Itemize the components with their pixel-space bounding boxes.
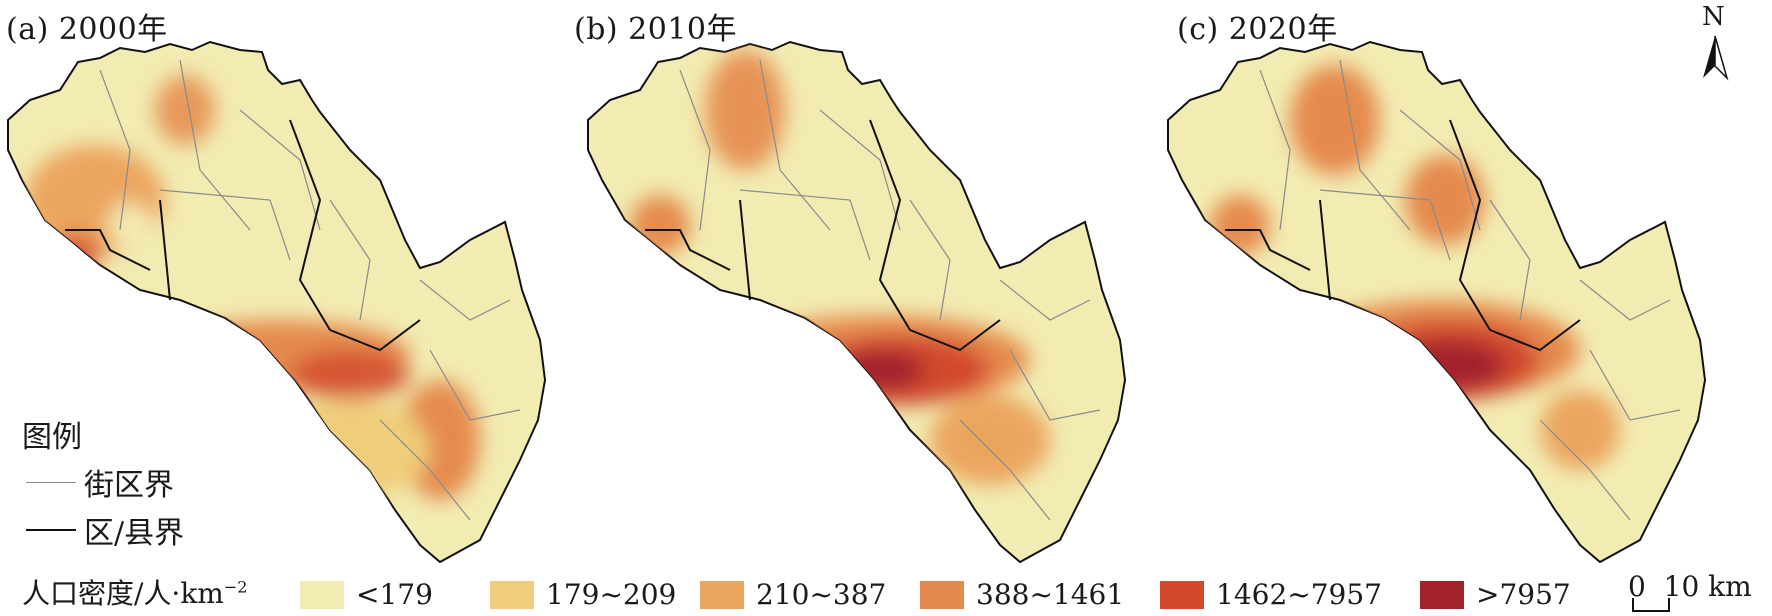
map-panel-2020 — [1167, 41, 1706, 563]
county-boundary-line-icon — [26, 529, 76, 531]
density-class-6: >7957 — [1420, 578, 1571, 611]
density-swatch-3 — [700, 580, 744, 609]
scale-label: 0 10 km — [1628, 570, 1752, 603]
legend-title: 图例 — [22, 420, 82, 455]
legend-county-boundary: 区/县界 — [26, 508, 184, 552]
density-swatch-5 — [1160, 580, 1204, 609]
legend-street-boundary: 街区界 — [26, 460, 174, 504]
density-class-3: 210~387 — [700, 578, 886, 611]
panel-label-2000: (a) 2000年 — [6, 12, 168, 47]
density-class-2: 179~209 — [490, 578, 676, 611]
panel-label-2020: (c) 2020年 — [1177, 12, 1338, 47]
density-unit-superscript: −2 — [223, 577, 248, 597]
density-class-1: <179 — [300, 578, 433, 611]
legend-street-boundary-label: 街区界 — [84, 468, 174, 503]
density-legend-title: 人口密度/人·km−2 — [22, 577, 248, 610]
density-swatch-4 — [920, 580, 964, 609]
density-legend: 人口密度/人·km−2 — [22, 572, 267, 612]
map-panel-2010 — [587, 41, 1126, 563]
north-label: N — [1702, 2, 1725, 32]
scale-bar-icon — [1632, 598, 1670, 612]
legend-county-boundary-label: 区/县界 — [84, 516, 185, 551]
panel-label-2010: (b) 2010年 — [574, 12, 737, 47]
density-swatch-2 — [490, 580, 534, 609]
street-boundary-line-icon — [26, 481, 76, 483]
density-swatch-1 — [300, 580, 344, 609]
density-swatch-6 — [1420, 580, 1464, 609]
density-class-5: 1462~7957 — [1160, 578, 1382, 611]
density-class-4: 388~1461 — [920, 578, 1124, 611]
north-arrow-icon — [1703, 35, 1729, 81]
